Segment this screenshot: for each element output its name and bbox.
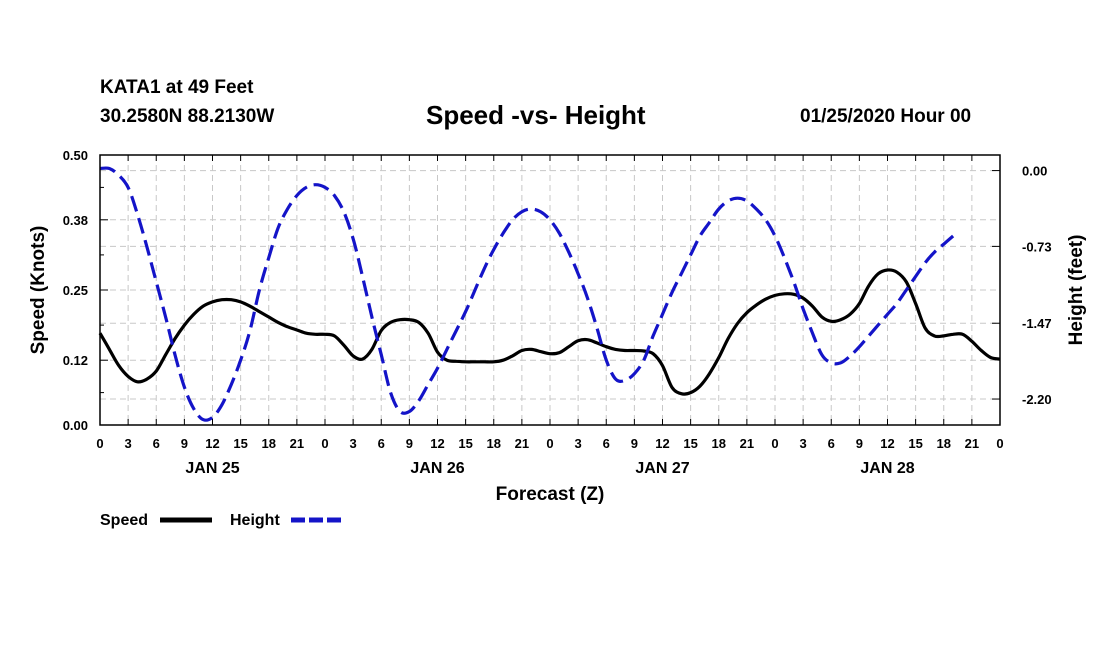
series-layer <box>98 166 1001 422</box>
legend-speed-label: Speed <box>100 512 148 529</box>
x-tick-label: 12 <box>430 436 444 451</box>
x-tick-label: 0 <box>546 436 553 451</box>
x-tick-label: 9 <box>406 436 413 451</box>
x-tick-label: 6 <box>378 436 385 451</box>
chart-title: Speed -vs- Height <box>426 100 646 130</box>
x-tick-label: 18 <box>262 436 276 451</box>
tick-layer <box>99 154 1001 426</box>
x-tick-label: 9 <box>631 436 638 451</box>
x-tick-label: 9 <box>856 436 863 451</box>
legend: Speed Height <box>100 512 343 529</box>
day-label: JAN 27 <box>635 460 689 477</box>
x-tick-label: 15 <box>458 436 472 451</box>
forecast-datetime: 01/25/2020 Hour 00 <box>800 106 972 127</box>
x-tick-label: 12 <box>655 436 669 451</box>
x-tick-label: 12 <box>205 436 219 451</box>
x-tick-label: 21 <box>290 436 304 451</box>
y-tick-label: 0.50 <box>63 148 88 163</box>
x-tick-label: 6 <box>153 436 160 451</box>
x-tick-label: 21 <box>965 436 979 451</box>
station-label: KATA1 at 49 Feet <box>100 77 254 98</box>
x-tick-label: 0 <box>96 436 103 451</box>
x-axis-title: Forecast (Z) <box>496 484 605 505</box>
x-tick-label: 21 <box>515 436 529 451</box>
y-tick-label: 0.12 <box>63 353 88 368</box>
legend-height-label: Height <box>230 512 280 529</box>
x-tick-label: 3 <box>575 436 582 451</box>
x-tick-label: 6 <box>828 436 835 451</box>
x-tick-label: 15 <box>233 436 247 451</box>
x-tick-label: 18 <box>712 436 726 451</box>
grid-lines <box>100 155 1000 425</box>
x-tick-label: 3 <box>800 436 807 451</box>
y-tick-label: 0.38 <box>63 213 88 228</box>
x-tick-label: 3 <box>125 436 132 451</box>
y2-tick-label: -1.47 <box>1022 316 1052 331</box>
y-tick-label: 0.25 <box>63 283 88 298</box>
x-tick-label: 9 <box>181 436 188 451</box>
y-tick-label: 0.00 <box>63 418 88 433</box>
x-tick-label: 15 <box>683 436 697 451</box>
day-label: JAN 25 <box>185 460 239 477</box>
series-line-speed <box>98 268 1001 396</box>
y2-tick-label: -0.73 <box>1022 239 1052 254</box>
x-tick-label: 6 <box>603 436 610 451</box>
day-label: JAN 28 <box>860 460 914 477</box>
y2-tick-label: 0.00 <box>1022 164 1047 179</box>
tick-label-layer: 0 3 6 9 12 15 18 21 0 3 6 9 12 15 18 21 0 3 6 9 12 15 18 21 0 3 6 9… <box>63 148 1052 477</box>
x-tick-label: 0 <box>996 436 1003 451</box>
x-tick-label: 18 <box>937 436 951 451</box>
x-tick-label: 18 <box>487 436 501 451</box>
y2-tick-label: -2.20 <box>1022 392 1052 407</box>
y2-axis-title: Height (feet) <box>1066 235 1087 346</box>
day-label: JAN 26 <box>410 460 464 477</box>
y-axis-title: Speed (Knots) <box>28 226 49 355</box>
x-tick-label: 21 <box>740 436 754 451</box>
x-tick-label: 15 <box>908 436 922 451</box>
x-tick-label: 3 <box>350 436 357 451</box>
coordinates-label: 30.2580N 88.2130W <box>100 106 275 127</box>
x-tick-label: 12 <box>880 436 894 451</box>
x-tick-label: 0 <box>321 436 328 451</box>
series-line-height <box>99 166 955 422</box>
x-tick-label: 0 <box>771 436 778 451</box>
